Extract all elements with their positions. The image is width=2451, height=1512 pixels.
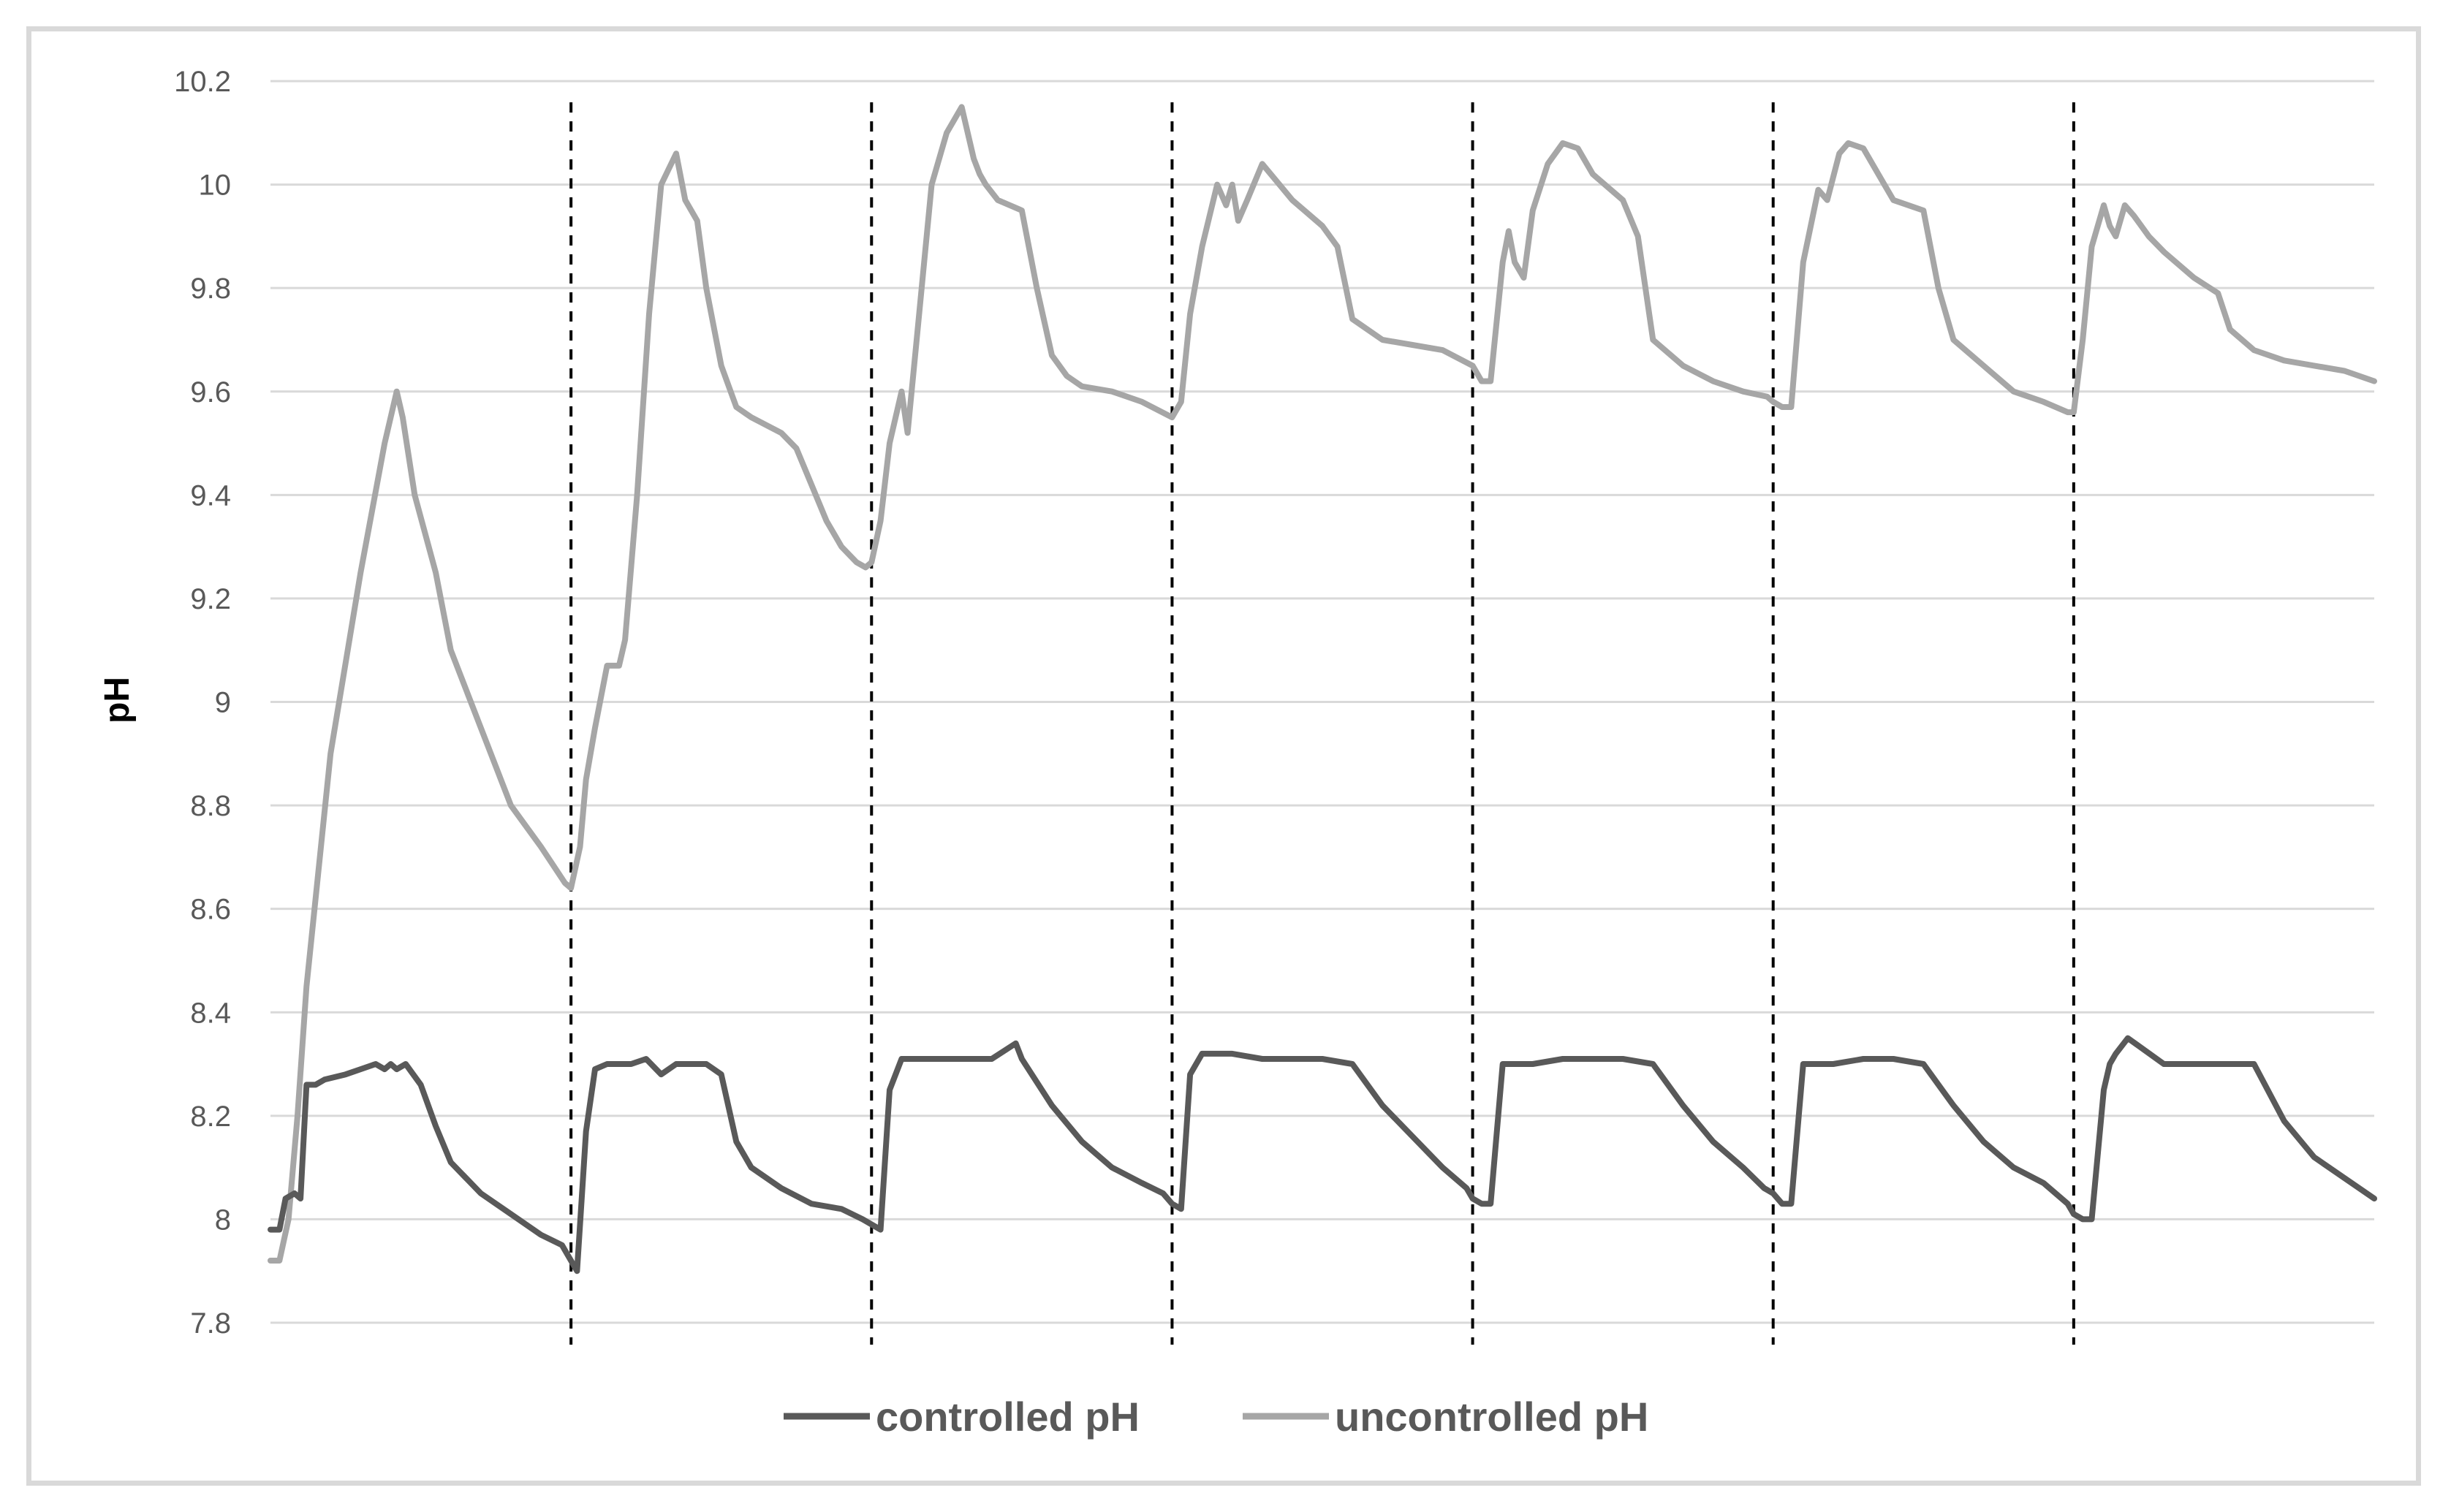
y-tick-label-7: 9.2 [190,583,231,615]
y-tick-label-1: 8 [215,1204,231,1236]
legend-label-controlled-ph: controlled pH [876,1394,1140,1440]
series-lines [268,104,2377,1274]
y-tick-label-9: 9.6 [190,376,231,409]
y-tick-label-6: 9 [215,687,231,719]
y-tick-label-5: 8.8 [190,790,231,822]
y-tick-label-8: 9.4 [190,479,231,512]
y-tick-label-10: 9.8 [190,273,231,305]
series-line-controlled-ph [268,1035,2377,1274]
y-tick-label-2: 8.2 [190,1101,231,1133]
legend: controlled pH uncontrolled pH [784,1394,1648,1440]
y-tick-label-3: 8.4 [190,997,231,1029]
y-tick-label-11: 10 [199,170,232,202]
gridlines [270,80,2374,1324]
y-tick-label-0: 7.8 [190,1307,231,1340]
series-line-uncontrolled-ph [268,104,2377,1264]
cycle-dividers [569,102,2075,1345]
y-axis-tick-labels: 7.8 8 8.2 8.4 8.6 8.8 9 9.2 9.4 9.6 9.8 10 10.2 [174,66,231,1340]
y-axis-label: pH [98,677,137,723]
legend-label-uncontrolled-ph: uncontrolled pH [1335,1394,1648,1440]
y-tick-label-4: 8.6 [190,894,231,926]
y-tick-label-12: 10.2 [174,66,231,98]
chart-frame [26,26,2421,1486]
